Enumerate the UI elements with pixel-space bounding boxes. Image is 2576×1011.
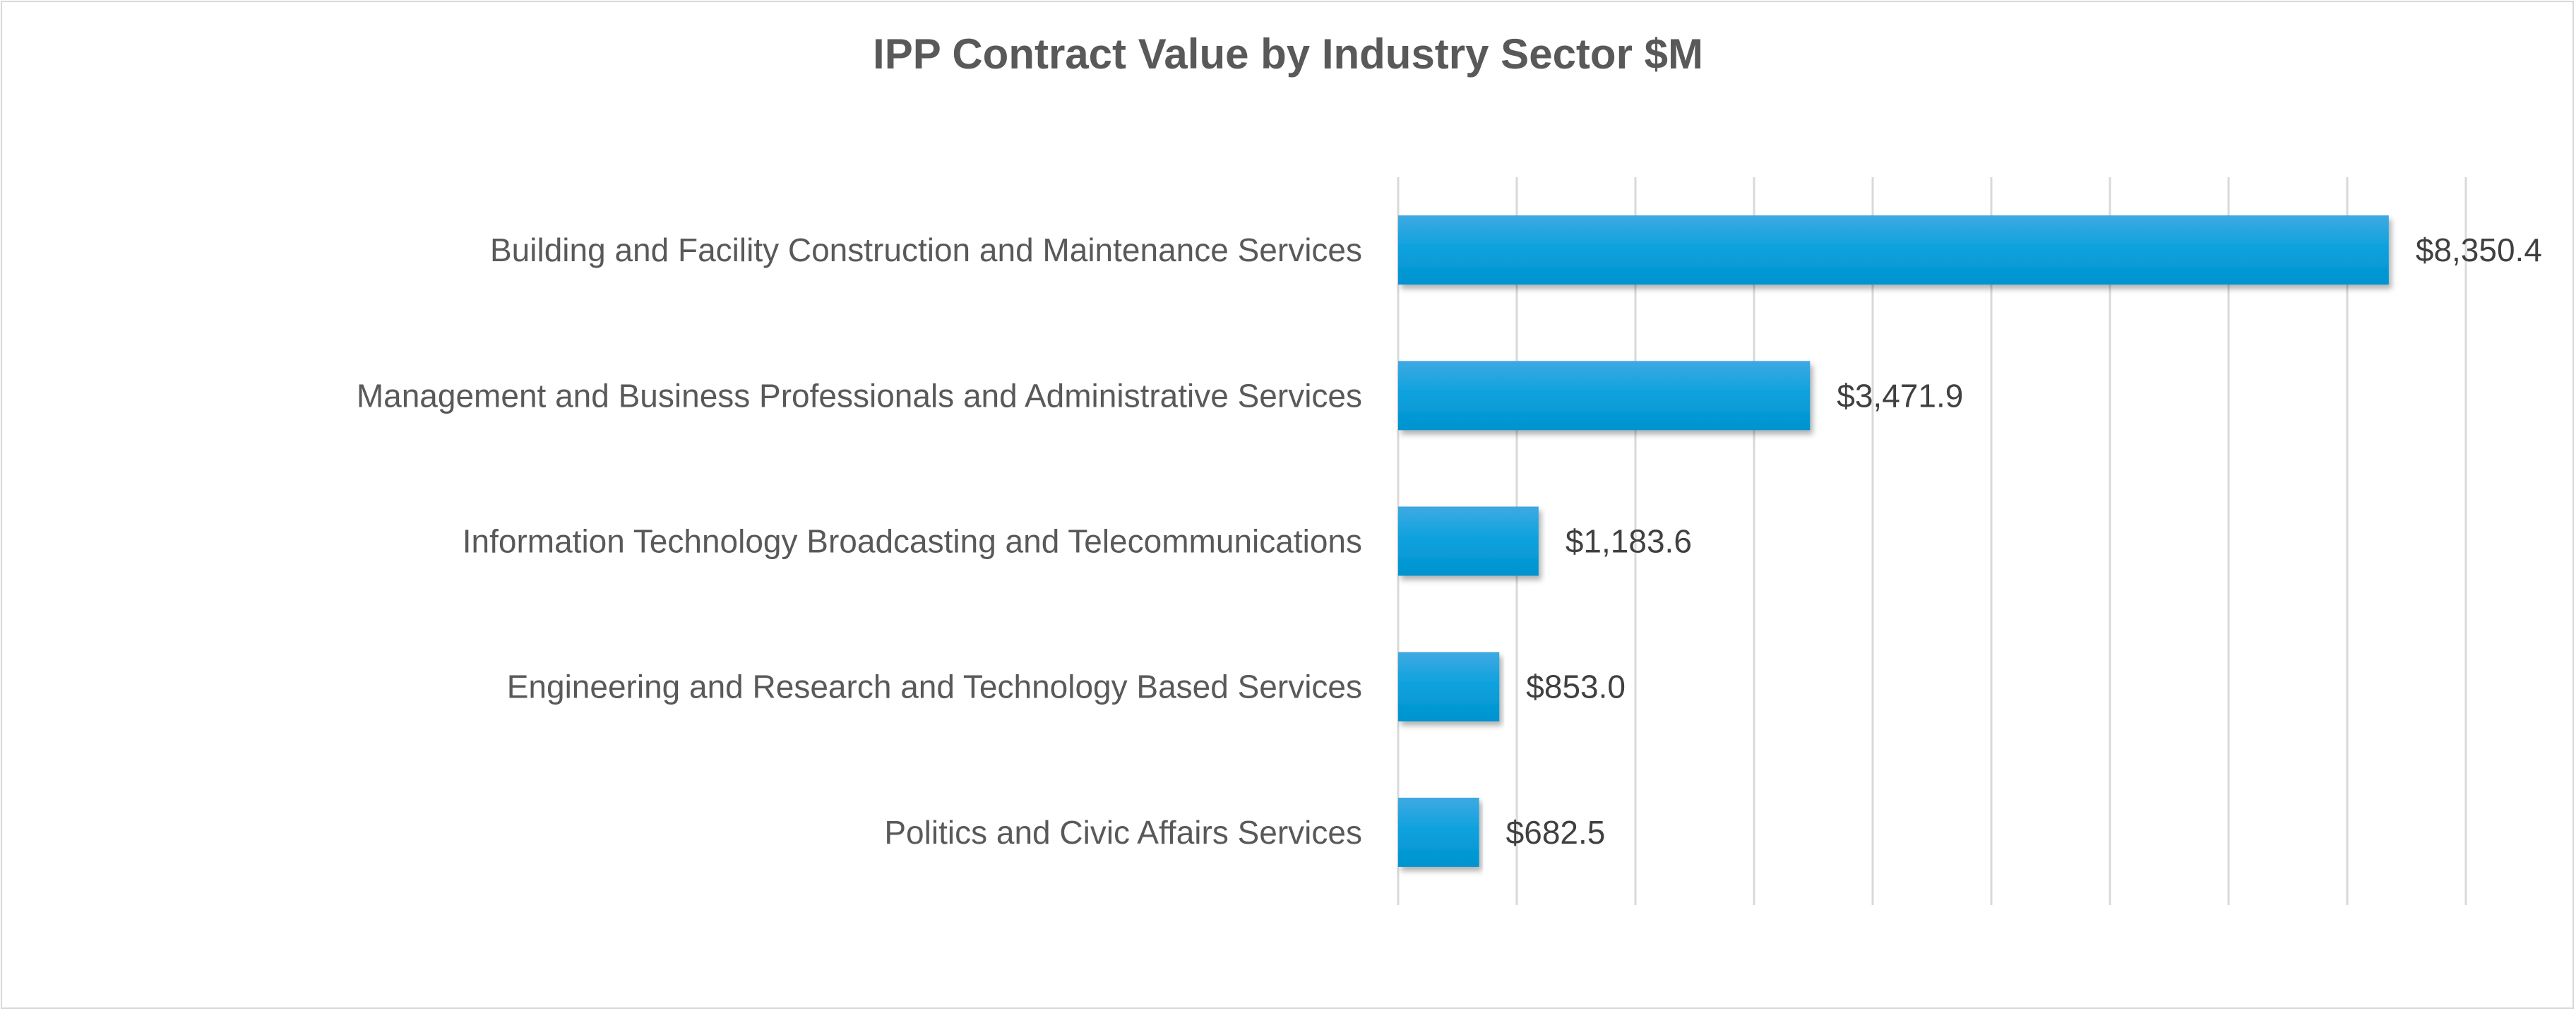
data-label: $8,350.4 xyxy=(2416,232,2542,268)
category-label: Politics and Civic Affairs Services xyxy=(884,814,1362,851)
data-label: $1,183.6 xyxy=(1566,523,1692,560)
data-label: $3,471.9 xyxy=(1837,377,1963,414)
category-label: Building and Facility Construction and M… xyxy=(490,232,1362,268)
category-label: Management and Business Professionals an… xyxy=(357,377,1362,414)
data-label: $853.0 xyxy=(1526,669,1626,705)
chart-title: IPP Contract Value by Industry Sector $M xyxy=(873,30,1703,78)
data-label: $682.5 xyxy=(1506,814,1606,851)
bar xyxy=(1398,797,1479,867)
category-label: Engineering and Research and Technology … xyxy=(507,669,1362,705)
bar xyxy=(1398,215,2389,285)
bar xyxy=(1398,506,1539,576)
category-label: Information Technology Broadcasting and … xyxy=(463,523,1362,560)
bar xyxy=(1398,652,1500,722)
bar xyxy=(1398,361,1811,431)
